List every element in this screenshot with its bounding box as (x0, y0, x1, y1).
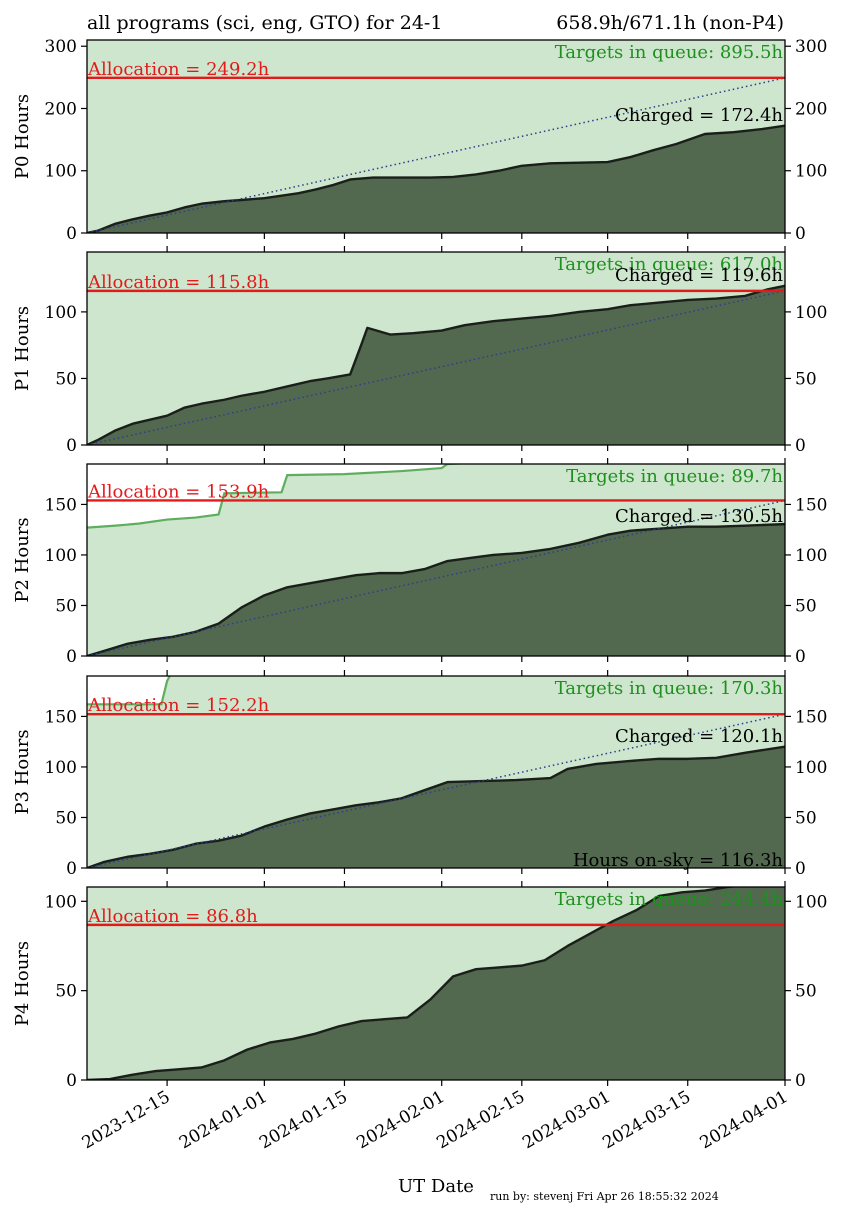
queue-line (87, 464, 473, 529)
ytick-label-right: 0 (795, 859, 806, 879)
charged-area (87, 524, 785, 656)
plot-area (87, 252, 785, 445)
ytick-label-left: 0 (66, 647, 77, 667)
allocation-label: Allocation = 152.2h (87, 695, 270, 716)
panel-P1: Allocation = 115.8h Targets in queue: 617… (12, 246, 827, 456)
ytick-label-left: 150 (45, 707, 77, 727)
queue-label: Targets in queue: 89.7h (566, 466, 783, 487)
ytick-label-right: 0 (795, 1071, 806, 1091)
ylabel: P1 Hours (12, 306, 33, 391)
charged-area (87, 125, 785, 233)
allocation-label: Allocation = 115.8h (87, 272, 270, 293)
panel-frame (86, 886, 786, 1081)
ytick-label-right: 0 (795, 647, 806, 667)
xtick-label: 2024-03-01 (519, 1087, 614, 1153)
charged-line (87, 887, 738, 1080)
xtick-label: 2024-02-15 (433, 1087, 528, 1153)
xtick-label: 2023-12-15 (79, 1087, 174, 1153)
ylabel: P4 Hours (12, 941, 33, 1026)
ytick-label-left: 0 (66, 436, 77, 456)
ytick-label-left: 150 (45, 495, 77, 515)
plot-area (87, 464, 785, 656)
ylabel: P2 Hours (12, 517, 33, 602)
xtick-label: 2024-03-15 (599, 1087, 694, 1153)
charged-area (87, 887, 785, 1080)
queue-line (87, 676, 171, 706)
ytick-label-right: 100 (795, 546, 827, 566)
charged-line (87, 124, 785, 233)
figure-title-left: all programs (sci, eng, GTO) for 24-1 (87, 12, 443, 34)
ytick-label-left: 0 (66, 224, 77, 244)
ytick-label-right: 50 (795, 369, 817, 389)
ylabel: P3 Hours (12, 729, 33, 814)
ytick-label-left: 300 (45, 37, 77, 57)
allocation-label: Allocation = 86.8h (87, 906, 258, 927)
ytick-label-right: 50 (795, 982, 817, 1002)
charged-label: Charged = 172.4h (615, 105, 783, 126)
panel-frame (86, 463, 786, 657)
panel-P4: Allocation = 86.8h Targets in queue: 244.… (12, 881, 827, 1197)
ytick-label-left: 100 (45, 546, 77, 566)
xtick-label: 2024-02-01 (353, 1087, 448, 1153)
xtick-label: 2024-01-15 (256, 1087, 351, 1153)
panel-P2: Allocation = 153.9h Targets in queue: 89.… (12, 458, 827, 667)
figure-title-right: 658.9h/671.1h (non-P4) (556, 12, 784, 34)
panel-P3: Allocation = 152.2h Targets in queue: 170… (12, 670, 827, 879)
ytick-label-right: 150 (795, 707, 827, 727)
xtick-label: 2024-01-01 (176, 1087, 271, 1153)
ytick-label-right: 50 (795, 808, 817, 828)
ytick-label-right: 100 (795, 303, 827, 323)
ytick-label-right: 150 (795, 495, 827, 515)
ytick-label-right: 0 (795, 224, 806, 244)
charged-label: Charged = 119.6h (615, 265, 783, 286)
charged-area (87, 746, 785, 868)
ytick-label-right: 100 (795, 162, 827, 182)
xtick-label: 2024-04-01 (697, 1087, 792, 1153)
charged-label: Charged = 120.1h (615, 726, 783, 747)
ytick-label-left: 50 (55, 369, 77, 389)
ytick-label-right: 50 (795, 596, 817, 616)
panel-frame (86, 251, 786, 446)
ytick-label-left: 50 (55, 596, 77, 616)
ytick-label-left: 100 (45, 892, 77, 912)
ytick-label-left: 0 (66, 859, 77, 879)
panel-P0: Allocation = 249.2h Targets in queue: 895… (12, 37, 827, 244)
xlabel: UT Date (398, 1176, 474, 1197)
plot-area (87, 887, 785, 1080)
ylabel: P0 Hours (12, 94, 33, 179)
allocation-label: Allocation = 153.9h (87, 481, 270, 502)
charged-label: Charged = 130.5h (615, 506, 783, 527)
charged-area (87, 285, 785, 445)
queue-label: Targets in queue: 617.0h (555, 254, 784, 275)
ytick-label-left: 50 (55, 982, 77, 1002)
queue-label: Targets in queue: 895.5h (555, 42, 784, 63)
charged-line (87, 284, 785, 445)
ytick-label-left: 50 (55, 808, 77, 828)
ytick-label-left: 100 (45, 162, 77, 182)
queue-label: Targets in queue: 244.4h (555, 889, 784, 910)
ytick-label-right: 100 (795, 892, 827, 912)
plot-area (87, 40, 785, 233)
panel-frame (86, 675, 786, 869)
ytick-label-right: 100 (795, 758, 827, 778)
ytick-label-right: 300 (795, 37, 827, 57)
plot-area (87, 676, 785, 868)
ytick-label-left: 0 (66, 1071, 77, 1091)
allocation-label: Allocation = 249.2h (87, 59, 270, 80)
run-by-footer: run by: stevenj Fri Apr 26 18:55:32 2024 (490, 1190, 719, 1203)
panel-frame (86, 39, 786, 234)
ytick-label-right: 200 (795, 99, 827, 119)
onsky-label: Hours on-sky = 116.3h (573, 850, 784, 871)
ytick-label-left: 200 (45, 99, 77, 119)
ytick-label-left: 100 (45, 303, 77, 323)
ytick-label-left: 100 (45, 758, 77, 778)
queue-label: Targets in queue: 170.3h (555, 678, 784, 699)
ytick-label-right: 0 (795, 436, 806, 456)
